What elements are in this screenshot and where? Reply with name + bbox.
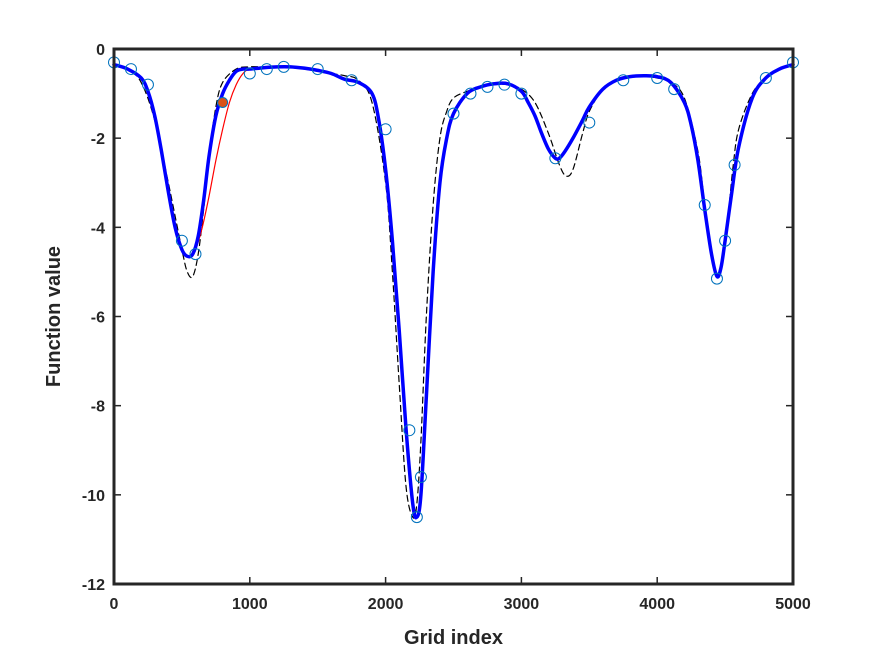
- y-axis-title: Function value: [43, 246, 65, 387]
- sample-point-5: [243, 67, 256, 80]
- sample-point-8: [311, 63, 324, 76]
- sample-point-2: [141, 78, 154, 91]
- x-tick-label: 5000: [775, 596, 811, 613]
- sample-point-1: [124, 63, 137, 76]
- sample-point-22: [651, 71, 664, 84]
- data-layer: [108, 56, 799, 524]
- sample-point-27: [728, 158, 741, 171]
- plot-background: [114, 49, 793, 584]
- sample-point-12: [410, 511, 423, 524]
- y-tick-label: 0: [96, 42, 105, 59]
- series-0-line: [113, 63, 794, 519]
- x-tick-label: 3000: [504, 596, 540, 613]
- sample-point-24: [698, 199, 711, 212]
- sample-point-11: [403, 424, 416, 437]
- x-tick-label: 2000: [368, 596, 404, 613]
- x-tick-label: 0: [110, 596, 119, 613]
- y-tick-label: -4: [91, 220, 105, 237]
- y-tick-label: -10: [82, 488, 105, 505]
- sample-point-16: [481, 80, 494, 93]
- x-axis-title: Grid index: [404, 627, 503, 649]
- x-tick-label: 4000: [639, 596, 675, 613]
- sample-point-21: [617, 74, 630, 87]
- sample-point-7: [277, 60, 290, 73]
- series-2-line: [112, 62, 795, 520]
- sample-point-26: [719, 234, 732, 247]
- sample-point-20: [583, 116, 596, 129]
- sample-point-18: [515, 87, 528, 100]
- sample-point-19: [549, 152, 562, 165]
- sample-point-6: [260, 63, 273, 76]
- sample-point-23: [668, 83, 681, 96]
- highlight-point-0: [217, 97, 229, 108]
- sample-point-13: [414, 471, 427, 483]
- sample-point-4: [189, 248, 202, 261]
- y-tick-label: -6: [91, 310, 105, 327]
- y-tick-label: -8: [91, 399, 105, 416]
- sample-point-25: [710, 272, 723, 285]
- sample-point-17: [498, 78, 511, 91]
- sample-point-14: [447, 107, 460, 120]
- x-tick-label: 1000: [232, 596, 268, 613]
- y-tick-label: -12: [82, 577, 105, 594]
- sample-point-9: [345, 74, 358, 87]
- sample-point-15: [464, 87, 477, 100]
- y-tick-label: -2: [91, 131, 105, 148]
- tick-layer: 0 1000 2000 3000 4000 5000 0 -2 -4 -6 -8 -10 -12: [82, 42, 811, 613]
- sample-point-10: [379, 123, 392, 136]
- sample-point-28: [759, 71, 772, 84]
- sample-point-3: [175, 234, 188, 247]
